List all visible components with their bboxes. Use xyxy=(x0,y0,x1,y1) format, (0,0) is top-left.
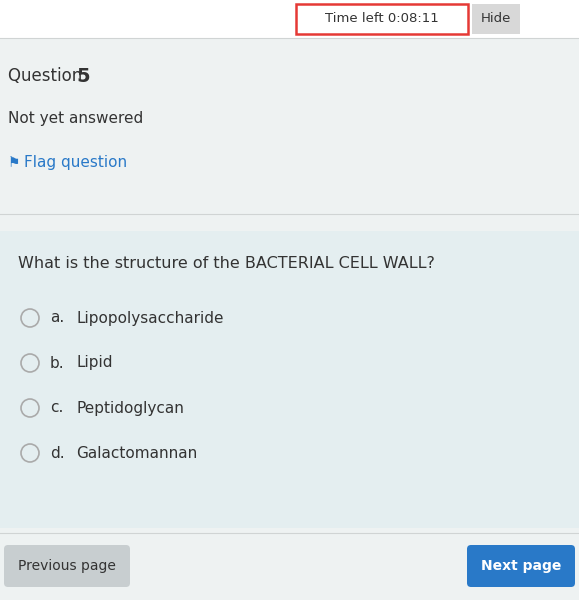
Text: Previous page: Previous page xyxy=(18,559,116,573)
FancyBboxPatch shape xyxy=(296,4,468,34)
Text: Next page: Next page xyxy=(481,559,561,573)
Text: ⚑: ⚑ xyxy=(8,156,20,170)
Text: b.: b. xyxy=(50,355,65,370)
Text: What is the structure of the BACTERIAL CELL WALL?: What is the structure of the BACTERIAL C… xyxy=(18,256,435,271)
Text: Not yet answered: Not yet answered xyxy=(8,110,143,125)
FancyBboxPatch shape xyxy=(0,533,579,600)
FancyBboxPatch shape xyxy=(467,545,575,587)
Text: Lipid: Lipid xyxy=(76,355,112,370)
Text: Lipopolysaccharide: Lipopolysaccharide xyxy=(76,311,223,325)
Text: 5: 5 xyxy=(76,67,90,85)
Text: c.: c. xyxy=(50,401,63,415)
Text: d.: d. xyxy=(50,445,65,461)
FancyBboxPatch shape xyxy=(0,0,579,38)
FancyBboxPatch shape xyxy=(0,213,579,231)
Text: Question: Question xyxy=(8,67,87,85)
FancyBboxPatch shape xyxy=(472,4,520,34)
Text: Galactomannan: Galactomannan xyxy=(76,445,197,461)
Text: a.: a. xyxy=(50,311,64,325)
FancyBboxPatch shape xyxy=(0,231,579,528)
Text: Hide: Hide xyxy=(481,13,511,25)
FancyBboxPatch shape xyxy=(4,545,130,587)
Text: Flag question: Flag question xyxy=(24,155,127,170)
Text: Peptidoglycan: Peptidoglycan xyxy=(76,401,184,415)
FancyBboxPatch shape xyxy=(0,38,579,213)
Text: Time left 0:08:11: Time left 0:08:11 xyxy=(325,13,439,25)
